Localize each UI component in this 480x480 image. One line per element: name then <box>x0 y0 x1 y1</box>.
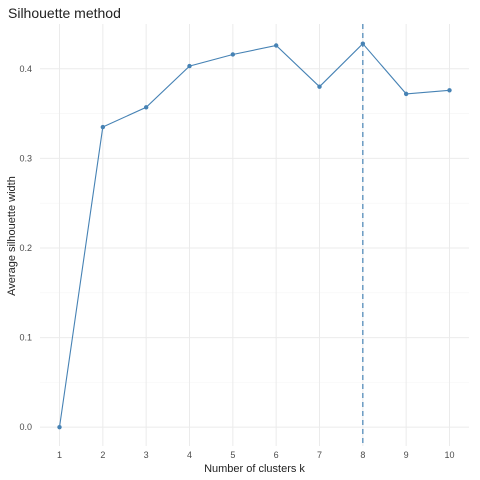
data-point <box>403 91 409 97</box>
x-tick-label: 4 <box>187 450 192 460</box>
tick-labels: 0.0 0.1 0.2 0.3 0.4 1 2 3 4 5 6 7 8 9 10 <box>19 64 454 460</box>
x-tick-label: 9 <box>404 450 409 460</box>
data-point <box>273 43 279 48</box>
y-axis-title: Average silhouette width <box>6 176 18 296</box>
y-tick-label: 0.3 <box>19 153 32 163</box>
data-point <box>187 63 192 69</box>
data-point <box>143 105 149 110</box>
x-tick-label: 7 <box>317 450 322 460</box>
data-point <box>447 88 452 93</box>
data-point <box>230 52 236 57</box>
x-tick-label: 5 <box>230 450 235 460</box>
x-tick-label: 2 <box>100 450 105 460</box>
x-tick-label: 10 <box>444 450 454 460</box>
data-point <box>360 41 366 46</box>
gridlines <box>40 24 469 446</box>
y-tick-label: 0.1 <box>19 333 32 343</box>
y-tick-label: 0.2 <box>19 243 32 253</box>
x-tick-label: 8 <box>360 450 365 460</box>
x-tick-label: 6 <box>274 450 279 460</box>
x-tick-label: 3 <box>144 450 149 460</box>
x-tick-label: 1 <box>57 450 62 460</box>
chart-marks <box>57 24 452 446</box>
x-axis-title: Number of clusters k <box>204 463 305 475</box>
y-tick-label: 0.4 <box>19 64 32 74</box>
y-tick-label: 0.0 <box>19 422 32 432</box>
data-point <box>100 124 106 130</box>
data-point <box>317 84 322 89</box>
series-line <box>58 42 450 428</box>
chart-title: Silhouette method <box>8 5 121 21</box>
data-point <box>57 424 62 430</box>
